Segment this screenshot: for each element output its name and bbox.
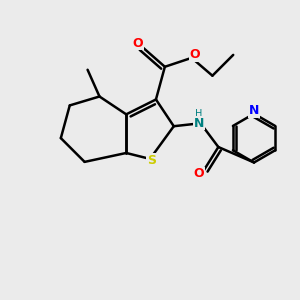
Text: S: S xyxy=(147,154,156,167)
Text: O: O xyxy=(189,48,200,62)
Text: N: N xyxy=(249,104,259,117)
Text: N: N xyxy=(194,117,204,130)
Text: O: O xyxy=(194,167,204,180)
Text: O: O xyxy=(133,37,143,50)
Text: H: H xyxy=(195,109,203,119)
